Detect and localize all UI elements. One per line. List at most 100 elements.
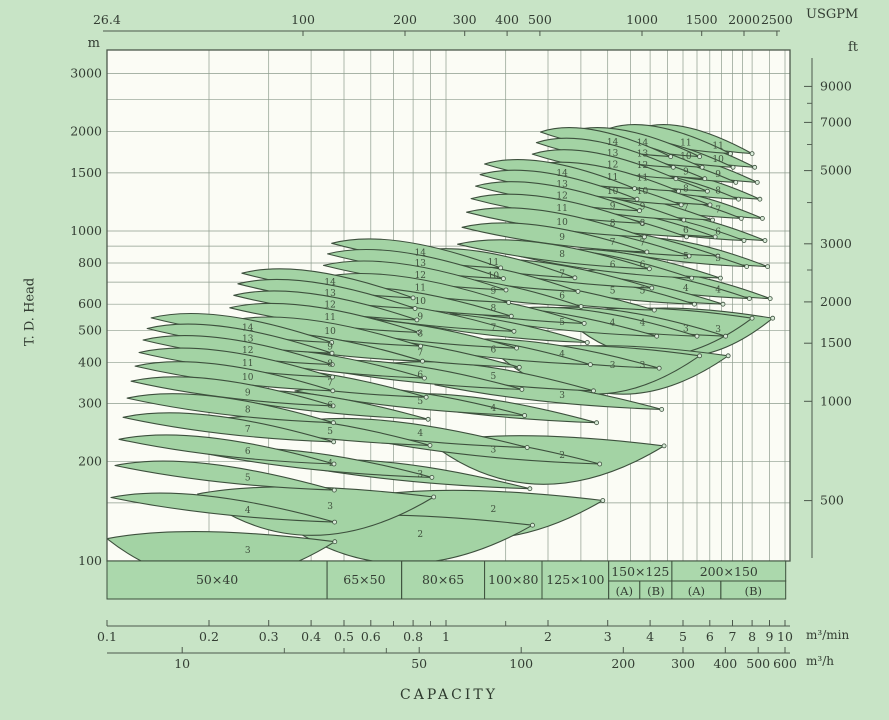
stage-number: 6 — [640, 261, 646, 271]
m3min-tick-label: 0.5 — [334, 629, 354, 644]
band-endpoint-marker — [639, 220, 645, 226]
usgpm-tick-label: 1500 — [686, 12, 718, 27]
ft-tick-label: 9000 — [820, 78, 852, 93]
band-endpoint-marker — [710, 217, 715, 223]
band-endpoint-marker — [584, 340, 590, 345]
stage-number: 3 — [245, 546, 251, 556]
stage-number: 14 — [324, 278, 336, 288]
stage-number: 12 — [242, 346, 253, 356]
band-endpoint-marker — [644, 249, 650, 255]
stage-number: 3 — [610, 361, 616, 371]
stage-number: 4 — [327, 459, 333, 469]
band-endpoint-marker — [649, 285, 655, 291]
band-endpoint-marker — [749, 151, 755, 157]
stage-number: 10 — [415, 297, 427, 307]
band-endpoint-marker — [594, 420, 599, 426]
m3min-tick-label: 5 — [679, 629, 687, 644]
ft-tick-label: 500 — [820, 493, 844, 508]
head-m-tick-label: 800 — [78, 255, 102, 270]
band-endpoint-marker — [730, 164, 736, 170]
stage-number: 9 — [559, 233, 565, 243]
ft-tick-label: 5000 — [820, 163, 852, 178]
m3h-tick-label: 600 — [773, 656, 797, 671]
m3h-tick-label: 400 — [713, 656, 737, 671]
band-endpoint-marker — [689, 275, 695, 281]
band-endpoint-marker — [681, 217, 687, 223]
band-endpoint-marker — [762, 238, 768, 243]
stage-number: 3 — [417, 470, 423, 480]
stage-number: 11 — [712, 141, 723, 151]
band-endpoint-marker — [661, 443, 667, 449]
stage-number: 6 — [417, 371, 423, 381]
stage-number: 12 — [556, 191, 567, 201]
stage-number: 7 — [327, 379, 333, 389]
band-endpoint-marker — [723, 333, 728, 339]
m3h-tick-label: 200 — [611, 656, 635, 671]
band-endpoint-marker — [597, 461, 603, 467]
usgpm-tick-label: 300 — [453, 12, 477, 27]
size-cell-label: 80×65 — [422, 572, 464, 587]
band-endpoint-marker — [744, 264, 750, 270]
stage-number: 14 — [637, 139, 649, 149]
band-endpoint-marker — [656, 365, 662, 371]
band-endpoint-marker — [715, 253, 721, 259]
m3min-tick-label: 0.6 — [361, 629, 381, 644]
m3min-tick-label: 4 — [646, 629, 654, 644]
band-endpoint-marker — [524, 445, 530, 450]
stage-number: 5 — [610, 286, 616, 296]
band-endpoint-marker — [332, 539, 338, 545]
band-endpoint-marker — [414, 317, 420, 323]
band-endpoint-marker — [697, 154, 702, 160]
stage-number: 9 — [683, 167, 689, 177]
usgpm-tick-label: 26.4 — [93, 12, 121, 27]
band-endpoint-marker — [634, 196, 640, 202]
usgpm-tick-label: 400 — [495, 12, 519, 27]
band-endpoint-marker — [678, 202, 684, 208]
stage-number: 12 — [324, 301, 335, 311]
head-m-tick-label: 300 — [78, 396, 102, 411]
band-endpoint-marker — [760, 215, 765, 221]
stage-number: 8 — [417, 329, 423, 339]
stage-number: 6 — [327, 401, 333, 411]
y-axis-unit-m: m — [87, 36, 100, 51]
size-row: 50×40 65×50 80×65 100×80 125×100 150×125 (A) (B… — [106, 560, 787, 600]
band-endpoint-marker — [692, 301, 697, 307]
band-endpoint-marker — [410, 295, 416, 301]
m3min-tick-label: 0.8 — [403, 629, 423, 644]
m3min-tick-label: 1 — [442, 629, 450, 644]
stage-number: 5 — [491, 372, 497, 382]
band-endpoint-marker — [707, 202, 713, 208]
band-endpoint-marker — [416, 329, 422, 335]
x-axis-unit-usgpm: USGPM — [806, 7, 859, 22]
y-axis-title: T. D. Head — [22, 277, 38, 347]
size-subcell-label: (A) — [616, 584, 633, 598]
band-endpoint-marker — [519, 386, 525, 392]
m3min-tick-label: 9 — [766, 629, 774, 644]
band-endpoint-marker — [676, 188, 681, 194]
band-endpoint-marker — [330, 388, 336, 394]
band-endpoint-marker — [705, 188, 710, 194]
stage-number: 8 — [610, 219, 616, 229]
stage-number: 3 — [491, 445, 497, 455]
stage-number: 8 — [491, 304, 497, 314]
band-endpoint-marker — [699, 164, 705, 170]
band-endpoint-marker — [702, 176, 708, 182]
size-cell-label: 65×50 — [343, 572, 385, 587]
ft-tick-label: 3000 — [820, 236, 852, 251]
band-endpoint-marker — [421, 375, 427, 381]
size-cell — [541, 560, 610, 600]
stage-number: 11 — [324, 313, 335, 323]
size-cell-label: 100×80 — [488, 572, 538, 587]
band-endpoint-marker — [632, 186, 637, 192]
stage-number: 11 — [680, 139, 691, 149]
band-endpoint-marker — [697, 353, 702, 359]
head-m-tick-label: 500 — [78, 322, 102, 337]
band-endpoint-marker — [331, 461, 337, 467]
m3h-tick-label: 300 — [671, 656, 695, 671]
stage-number: 10 — [324, 327, 336, 337]
band-endpoint-marker — [530, 522, 535, 528]
band-endpoint-marker — [330, 374, 335, 380]
m3min-tick-label: 10 — [777, 629, 793, 644]
stage-number: 9 — [715, 170, 721, 180]
band-endpoint-marker — [588, 362, 593, 368]
